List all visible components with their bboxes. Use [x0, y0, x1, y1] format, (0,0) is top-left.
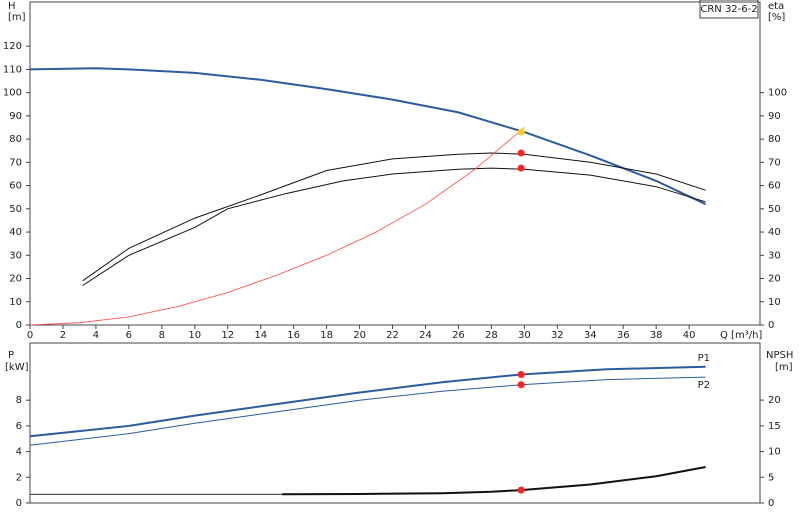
x-tick-label: 12: [221, 330, 234, 341]
x-tick-label: 40: [683, 330, 696, 341]
y2-tick-label: 70: [768, 157, 781, 168]
y-tick-label: 50: [9, 204, 22, 215]
x-tick-label: 34: [584, 330, 597, 341]
y2-tick-label: 10: [768, 297, 781, 308]
x-tick-label: 8: [159, 330, 165, 341]
y-tick-label: 6: [16, 421, 22, 432]
curve: [82, 152, 706, 282]
series-label: P1: [698, 353, 710, 364]
operating-point: [517, 149, 525, 157]
x-tick-label: 4: [93, 330, 99, 341]
x-tick-label: 24: [419, 330, 432, 341]
y2-tick-label: 90: [768, 111, 781, 122]
y-tick-label: 80: [9, 134, 22, 145]
y2-label: NPSH: [766, 350, 793, 361]
curve: [82, 167, 706, 286]
y-tick-label: 60: [9, 181, 22, 192]
x-tick-label: 16: [287, 330, 300, 341]
y2-unit: [%]: [768, 12, 785, 23]
y2-tick-label: 10: [768, 447, 781, 458]
y-tick-label: 10: [9, 297, 22, 308]
y2-tick-label: 60: [768, 181, 781, 192]
y-tick-label: 70: [9, 157, 22, 168]
x-tick-label: 26: [452, 330, 465, 341]
y2-unit: [m]: [775, 362, 793, 373]
plot-frame: [29, 1, 761, 326]
operating-point: [517, 370, 525, 378]
y2-tick-label: 0: [768, 320, 774, 331]
y-label: H: [8, 1, 16, 12]
operating-point: [517, 486, 525, 494]
model-label: CRN 32-6-2: [700, 4, 757, 15]
y-tick-label: 120: [3, 41, 22, 52]
x-tick-label: 28: [485, 330, 498, 341]
y2-tick-label: 40: [768, 227, 781, 238]
y2-tick-label: 100: [768, 88, 787, 99]
curve: [282, 466, 706, 496]
y2-tick-label: 0: [768, 498, 774, 509]
y-tick-label: 4: [16, 447, 22, 458]
y-tick-label: 20: [9, 274, 22, 285]
y2-tick-label: 20: [768, 395, 781, 406]
y-tick-label: 100: [3, 88, 22, 99]
y2-tick-label: 80: [768, 134, 781, 145]
y-tick-label: 40: [9, 227, 22, 238]
x-tick-label: 14: [254, 330, 267, 341]
x-tick-label: 38: [650, 330, 663, 341]
y2-label: eta: [768, 1, 784, 12]
y-unit: [m]: [8, 12, 26, 23]
y-tick-label: 110: [3, 64, 22, 75]
model-box: [699, 0, 759, 19]
y2-tick-label: 5: [768, 472, 774, 483]
y-unit: [kW]: [5, 362, 29, 373]
x-tick-label: 36: [617, 330, 630, 341]
y-label: P: [8, 350, 14, 361]
x-tick-label: 2: [60, 330, 66, 341]
y-tick-label: 90: [9, 111, 22, 122]
curve: [29, 127, 525, 326]
curve: [29, 67, 707, 206]
x-tick-label: 18: [320, 330, 333, 341]
x-tick-label: 22: [386, 330, 399, 341]
y-tick-label: 8: [16, 395, 22, 406]
x-tick-label: 0: [27, 330, 33, 341]
series-label: P2: [698, 380, 710, 391]
y2-tick-label: 15: [768, 421, 781, 432]
x-tick-label: 20: [353, 330, 366, 341]
y2-tick-label: 30: [768, 250, 781, 261]
x-tick-label: 30: [518, 330, 531, 341]
y2-tick-label: 20: [768, 274, 781, 285]
x-tick-label: 32: [551, 330, 564, 341]
x-label: Q [m³/h]: [720, 330, 762, 341]
x-tick-label: 6: [126, 330, 132, 341]
curve: [29, 376, 706, 446]
operating-point: [517, 381, 525, 389]
curve: [29, 365, 706, 438]
y-tick-label: 2: [16, 472, 22, 483]
y-tick-label: 0: [16, 320, 22, 331]
y-tick-label: 0: [16, 498, 22, 509]
operating-point: [517, 164, 525, 172]
y-tick-label: 30: [9, 250, 22, 261]
operating-point: [517, 128, 525, 136]
x-tick-label: 10: [188, 330, 201, 341]
y2-tick-label: 50: [768, 204, 781, 215]
plot-frame: [29, 342, 761, 504]
